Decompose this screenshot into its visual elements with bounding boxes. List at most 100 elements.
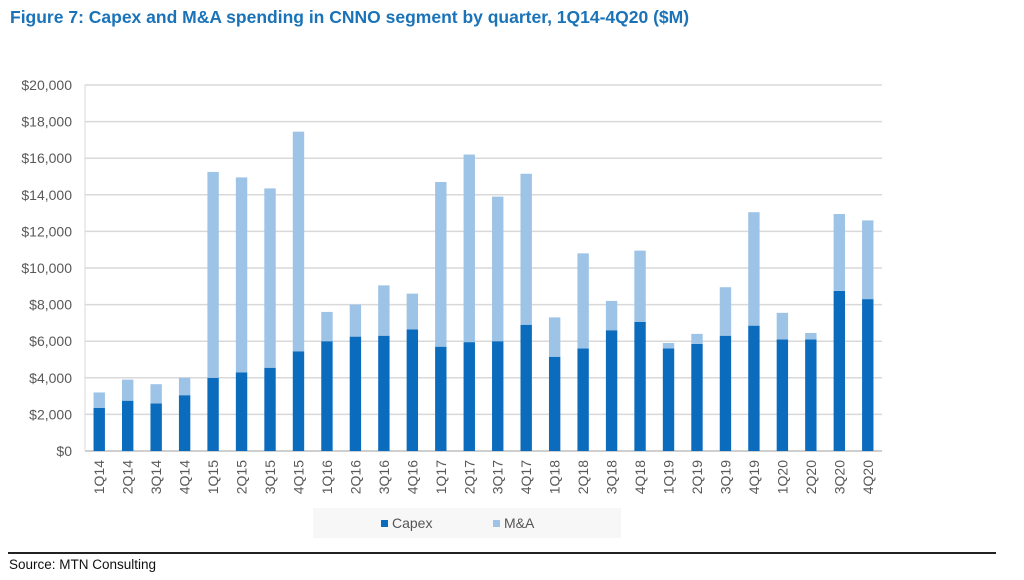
x-tick-label: 4Q15	[290, 460, 306, 494]
x-tick-label: 2Q15	[234, 460, 250, 494]
bar-capex-1Q19	[662, 348, 675, 451]
bar-ma-3Q19	[719, 287, 732, 336]
x-tick-label: 4Q19	[746, 460, 762, 494]
bar-capex-3Q16	[378, 335, 390, 451]
bar-ma-4Q17	[520, 173, 532, 325]
legend-item-ma: M&A	[493, 515, 534, 531]
y-tick-label: $2,000	[29, 406, 72, 422]
x-tick-label: 3Q19	[717, 460, 733, 494]
bar-ma-1Q19	[662, 343, 675, 349]
x-axis-ticks: 1Q14 2Q14 3Q14 4Q14 1Q15 2Q15 3Q15 4Q15 1Q16 2Q16…	[91, 460, 876, 494]
x-tick-label: 1Q14	[91, 460, 107, 494]
bar-ma-2Q20	[805, 332, 817, 340]
y-tick-label: $8,000	[29, 297, 72, 313]
source-note: Source: MTN Consulting	[9, 557, 157, 572]
bar-capex-4Q16	[406, 329, 419, 451]
bar-capex-4Q17	[520, 324, 532, 451]
bar-ma-2Q18	[577, 253, 589, 349]
bar-capex-4Q14	[178, 395, 191, 451]
bar-ma-2Q19	[691, 333, 703, 344]
bar-ma-3Q18	[605, 300, 618, 331]
bar-capex-2Q14	[122, 400, 134, 451]
bar-ma-1Q20	[776, 312, 789, 340]
x-tick-label: 2Q20	[803, 460, 819, 494]
bar-ma-1Q17	[435, 181, 447, 347]
bar-capex-2Q17	[463, 342, 475, 451]
x-tick-label: 4Q17	[518, 460, 534, 494]
bar-ma-4Q15	[292, 131, 305, 352]
bar-capex-4Q15	[292, 351, 305, 451]
bar-ma-1Q16	[321, 311, 333, 342]
bar-capex-1Q15	[207, 377, 219, 451]
x-tick-label: 2Q14	[120, 460, 136, 494]
bar-ma-4Q19	[748, 212, 760, 326]
y-tick-label: $0	[56, 443, 72, 459]
x-tick-label: 1Q18	[547, 460, 563, 494]
y-tick-label: $6,000	[29, 333, 72, 349]
bar-capex-4Q20	[862, 299, 874, 451]
bar-ma-1Q14	[93, 392, 105, 408]
y-tick-label: $14,000	[21, 187, 72, 203]
x-tick-label: 3Q14	[148, 460, 164, 494]
bar-capex-2Q19	[691, 343, 703, 451]
y-tick-label: $4,000	[29, 370, 72, 386]
bar-capex-3Q18	[605, 330, 618, 451]
x-tick-label: 4Q20	[860, 460, 876, 494]
y-tick-label: $12,000	[21, 223, 72, 239]
bar-capex-1Q18	[548, 356, 561, 451]
bar-capex-2Q20	[805, 339, 817, 451]
bar-ma-3Q20	[833, 214, 845, 291]
bar-ma-2Q15	[235, 177, 248, 373]
bar-capex-4Q18	[634, 321, 646, 451]
x-tick-label: 1Q19	[661, 460, 677, 494]
x-tick-label: 1Q16	[319, 460, 335, 494]
legend-item-capex: Capex	[381, 515, 432, 531]
bar-ma-2Q16	[349, 304, 362, 337]
bar-ma-3Q15	[264, 188, 276, 368]
x-tick-label: 2Q18	[575, 460, 591, 494]
bar-ma-2Q17	[463, 154, 475, 343]
y-axis-ticks: $0 $2,000 $4,000 $6,000 $8,000 $10,000 $12,000…	[21, 77, 72, 459]
x-tick-label: 1Q15	[205, 460, 221, 494]
x-tick-label: 3Q15	[262, 460, 278, 494]
y-tick-label: $20,000	[21, 77, 72, 93]
x-tick-label: 2Q17	[461, 460, 477, 494]
bar-capex-3Q17	[492, 341, 504, 451]
bar-ma-4Q18	[634, 250, 646, 322]
bar-capex-2Q16	[349, 336, 362, 451]
x-tick-label: 1Q17	[433, 460, 449, 494]
bar-capex-2Q18	[577, 348, 589, 451]
bar-capex-2Q15	[235, 372, 248, 451]
legend-swatch-ma	[493, 519, 500, 527]
bar-capex-1Q17	[435, 346, 447, 451]
y-tick-label: $18,000	[21, 114, 72, 130]
legend: Capex M&A	[313, 508, 621, 538]
x-tick-label: 3Q16	[376, 460, 392, 494]
bars	[93, 131, 874, 451]
x-tick-label: 4Q16	[404, 460, 420, 494]
x-tick-label: 3Q17	[490, 460, 506, 494]
bar-ma-2Q14	[122, 379, 134, 401]
gridlines	[84, 84, 882, 452]
x-tick-label: 4Q18	[632, 460, 648, 494]
legend-label-capex: Capex	[392, 515, 433, 531]
bar-ma-4Q20	[862, 220, 874, 300]
bar-capex-1Q16	[321, 341, 333, 451]
bar-capex-1Q14	[93, 407, 105, 451]
y-tick-label: $16,000	[21, 150, 72, 166]
bar-capex-3Q19	[719, 335, 732, 451]
x-tick-label: 4Q14	[177, 460, 193, 494]
bar-ma-4Q14	[178, 377, 191, 396]
bar-ma-4Q16	[406, 293, 419, 330]
bar-ma-3Q14	[150, 384, 162, 404]
x-tick-label: 2Q19	[689, 460, 705, 494]
bar-capex-1Q20	[776, 339, 789, 451]
y-tick-label: $10,000	[21, 260, 72, 276]
source-divider	[8, 552, 996, 554]
legend-swatch-capex	[381, 519, 388, 527]
bar-ma-3Q16	[378, 285, 390, 336]
bar-ma-3Q17	[492, 196, 504, 342]
x-tick-label: 3Q18	[604, 460, 620, 494]
bar-ma-1Q15	[207, 171, 219, 378]
